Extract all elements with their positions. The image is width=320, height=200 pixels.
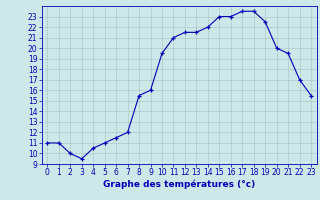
X-axis label: Graphe des températures (°c): Graphe des températures (°c): [103, 180, 255, 189]
